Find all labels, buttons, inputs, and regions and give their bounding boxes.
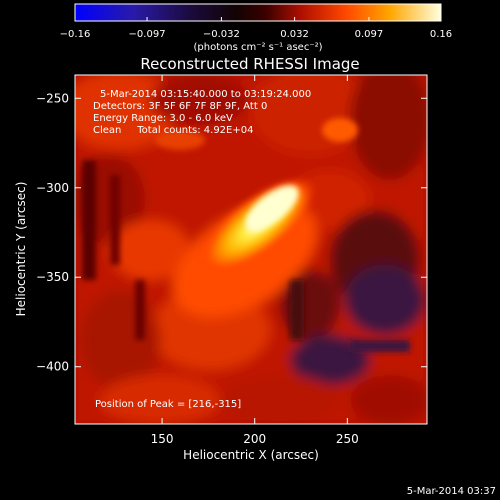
plot-area — [74, 74, 428, 425]
x-axis-ticks: 150 200 250 — [151, 75, 359, 446]
colorbar-tick-label: −0.16 — [60, 29, 91, 40]
x-tick-label: 200 — [243, 432, 266, 446]
y-axis-ticks: −250 −300 −350 −400 — [36, 91, 427, 374]
x-tick-label: 250 — [336, 432, 359, 446]
x-tick-label: 150 — [151, 432, 174, 446]
peak-position-label: Position of Peak = [216,-315] — [95, 399, 241, 410]
chart-title: Reconstructed RHESSI Image — [140, 55, 359, 73]
colorbar-tick-label: 0.097 — [355, 29, 384, 40]
energy-range-label: Energy Range: 3.0 - 6.0 keV — [93, 113, 233, 124]
y-tick-label: −400 — [36, 360, 69, 374]
colorbar-tick-label: −0.032 — [203, 29, 240, 40]
colorbar-tick-label: −0.097 — [129, 29, 166, 40]
x-axis-label: Heliocentric X (arcsec) — [183, 448, 319, 462]
y-tick-label: −350 — [36, 270, 69, 284]
y-tick-label: −300 — [36, 181, 69, 195]
time-range-label: 5-Mar-2014 03:15:40.000 to 03:19:24.000 — [100, 89, 311, 100]
colorbar-tick-label: 0.16 — [430, 29, 452, 40]
colorbar-ticks: −0.16 −0.097 −0.032 0.032 0.097 0.16 — [60, 17, 452, 40]
timestamp: 5-Mar-2014 03:37 — [407, 486, 496, 497]
colorbar-label: (photons cm⁻² s⁻¹ asec⁻²) — [193, 42, 322, 53]
colorbar — [74, 3, 442, 22]
colorbar-tick-label: 0.032 — [280, 29, 309, 40]
detectors-label: Detectors: 3F 5F 6F 7F 8F 9F, Att 0 — [93, 101, 267, 112]
y-tick-label: −250 — [36, 91, 69, 105]
clean-counts-label: Clean Total counts: 4.92E+04 — [93, 125, 253, 136]
heatmap-image — [75, 75, 427, 424]
y-axis-label: Heliocentric Y (arcsec) — [14, 182, 28, 317]
